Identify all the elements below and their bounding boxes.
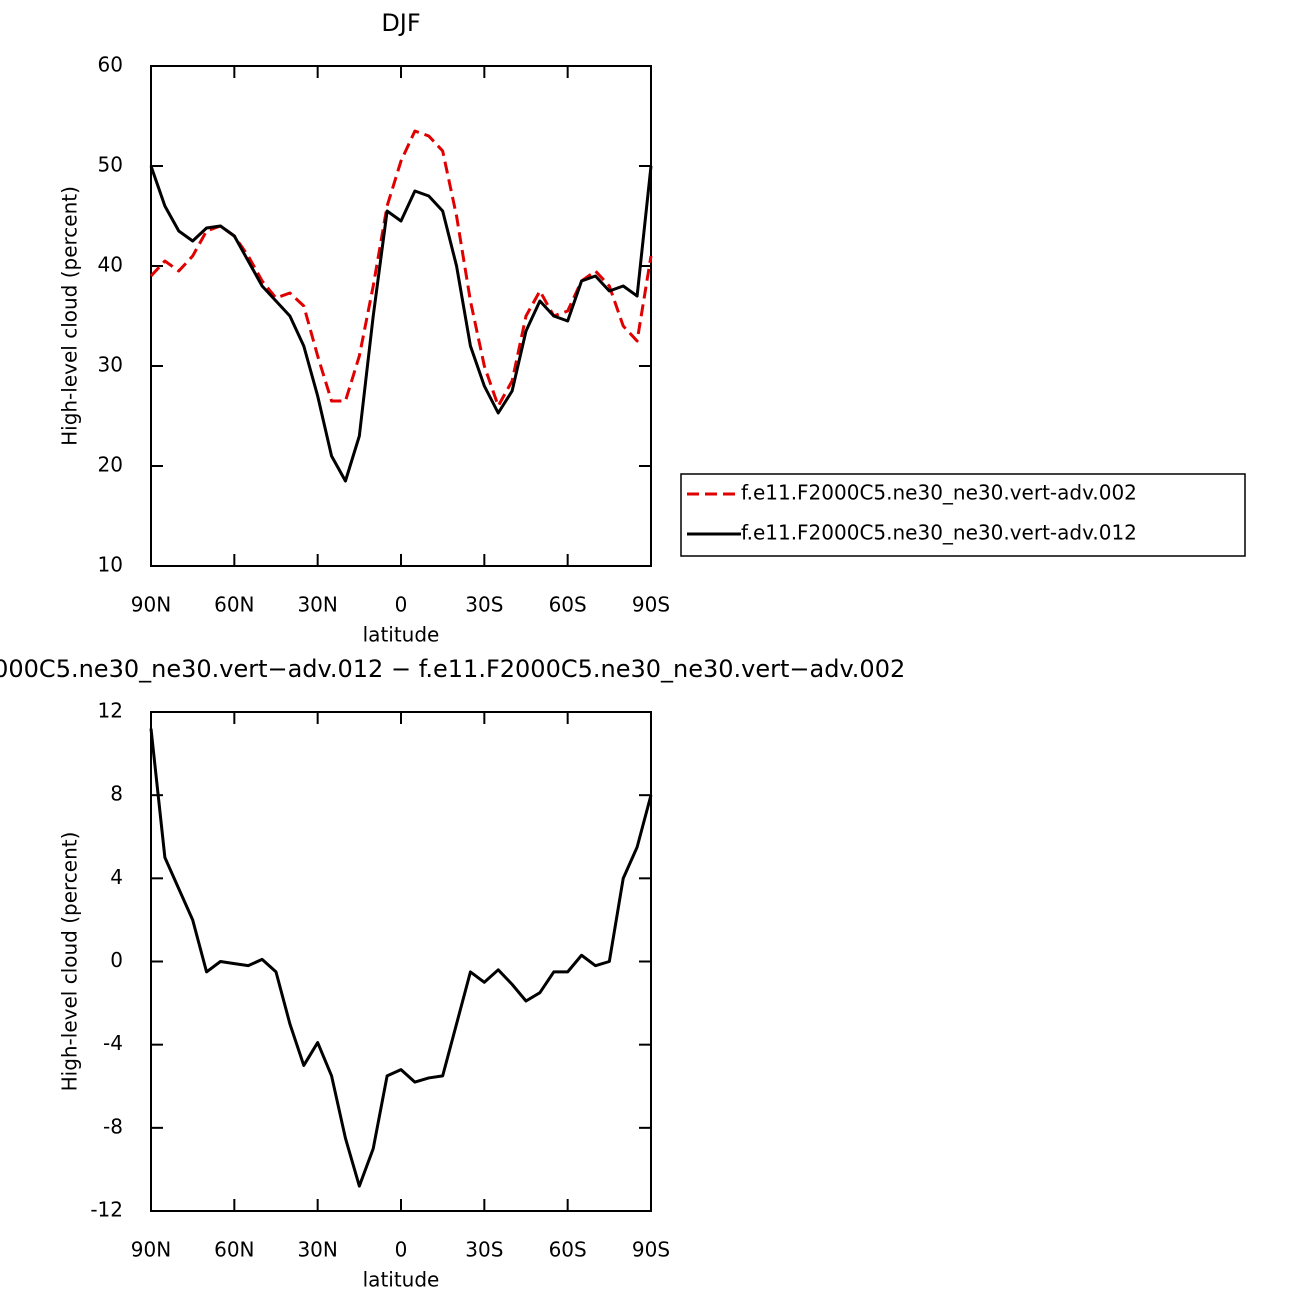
x-tick-label: 90S (632, 593, 670, 617)
data-line (149, 165, 653, 483)
y-tick-label: 30 (98, 353, 123, 377)
y-tick-label: -12 (90, 1198, 123, 1222)
y-tick-label: 10 (98, 553, 123, 577)
y-tick-label: 20 (98, 453, 123, 477)
x-tick-label: 0 (395, 1238, 408, 1262)
y-axis-label: High-level cloud (percent) (58, 186, 82, 446)
y-tick-label: -8 (103, 1114, 123, 1138)
legend-box (680, 473, 1246, 557)
data-line (149, 129, 653, 408)
x-tick-label: 60N (214, 1238, 254, 1262)
x-tick-label: 60N (214, 593, 254, 617)
y-tick-label: 0 (110, 948, 123, 972)
plot-frame (150, 65, 652, 567)
x-tick-label: 60S (549, 1238, 587, 1262)
y-tick-label: 40 (98, 253, 123, 277)
x-tick-label: 90S (632, 1238, 670, 1262)
y-tick-label: 8 (110, 782, 123, 806)
panel-title: f.e11.F2000C5.ne30_ne30.vert−adv.012 − f… (0, 655, 905, 683)
legend-label: f.e11.F2000C5.ne30_ne30.vert-adv.012 (741, 521, 1137, 545)
y-tick-label: 4 (110, 865, 123, 889)
x-axis-label: latitude (363, 623, 440, 647)
y-tick-label: 12 (98, 699, 123, 723)
x-axis-label: latitude (363, 1268, 440, 1292)
y-tick-label: 60 (98, 53, 123, 77)
x-tick-label: 60S (549, 593, 587, 617)
x-tick-label: 30S (465, 1238, 503, 1262)
panel-title: DJF (381, 9, 420, 37)
x-tick-label: 30S (465, 593, 503, 617)
x-tick-label: 90N (131, 593, 171, 617)
x-tick-label: 90N (131, 1238, 171, 1262)
x-tick-label: 30N (297, 593, 337, 617)
data-line (149, 728, 653, 1188)
y-tick-label: -4 (103, 1031, 123, 1055)
x-tick-label: 30N (297, 1238, 337, 1262)
legend-label: f.e11.F2000C5.ne30_ne30.vert-adv.002 (741, 481, 1137, 505)
x-tick-label: 0 (395, 593, 408, 617)
y-tick-label: 50 (98, 153, 123, 177)
plot-frame (150, 711, 652, 1212)
y-axis-label: High-level cloud (percent) (58, 832, 82, 1092)
